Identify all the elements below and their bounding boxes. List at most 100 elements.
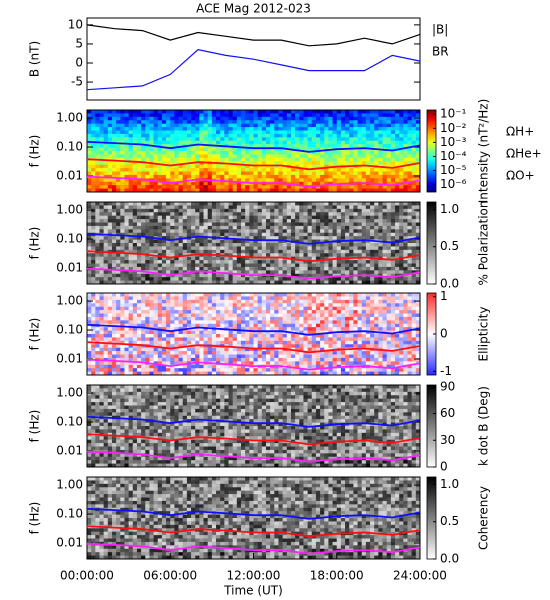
spectrogram-cell (241, 116, 246, 121)
spectrogram-cell (315, 219, 321, 223)
spectrogram-cell (141, 299, 146, 304)
spectrogram-cell (153, 263, 159, 268)
spectrogram-cell (261, 130, 267, 135)
spectrogram-cell (328, 137, 333, 142)
spectrogram-cell (261, 151, 267, 155)
spectrogram-cell (374, 260, 379, 264)
spectrogram-cell (99, 185, 105, 189)
spectrogram-cell (182, 154, 188, 159)
spectrogram-cell (182, 171, 188, 176)
spectrogram-cell (253, 154, 259, 159)
spectrogram-cell (265, 151, 271, 155)
spectrogram-cell (307, 116, 313, 121)
spectrogram-cell (149, 263, 154, 268)
spectrogram-cell (136, 256, 142, 261)
spectrogram-cell (361, 174, 367, 179)
spectrogram-cell (257, 344, 263, 349)
spectrogram-cell (145, 188, 150, 193)
spectrogram-cell (395, 266, 400, 271)
spectrogram-cell (295, 123, 300, 128)
spectrogram-cell (174, 151, 179, 155)
spectrogram-cell (236, 361, 242, 366)
spectrogram-cell (395, 120, 400, 125)
spectrogram-cell (307, 133, 313, 138)
spectrogram-cell (120, 123, 125, 128)
spectrogram-cell (91, 246, 96, 251)
spectrogram-cell (257, 110, 263, 114)
spectrogram-cell (345, 222, 350, 227)
spectrogram-cell (99, 215, 105, 220)
spectrogram-cell (249, 205, 254, 210)
spectrogram-cell (203, 229, 209, 234)
spectrogram-cell (87, 361, 92, 366)
spectrogram-cell (286, 249, 292, 254)
spectrogram-cell (199, 222, 204, 227)
spectrogram-cell (270, 110, 275, 114)
spectrogram-cell (153, 171, 159, 176)
spectrogram-cell (191, 249, 196, 254)
spectrogram-cell (265, 120, 271, 125)
spectrogram-cell (128, 168, 134, 172)
spectrogram-cell (199, 243, 204, 247)
spectrogram-cell (153, 202, 159, 206)
spectrogram-cell (245, 334, 250, 338)
spectrogram-cell (161, 127, 167, 131)
spectrogram-cell (245, 205, 250, 210)
spectrogram-cell (265, 185, 271, 189)
spectrogram-cell (245, 337, 250, 342)
spectrogram-cell (307, 120, 313, 125)
spectrogram-cell (136, 351, 142, 355)
spectrogram-cell (336, 212, 342, 217)
spectrogram-cell (87, 154, 92, 159)
spectrogram-cell (265, 212, 271, 217)
spectrogram-cell (395, 219, 400, 223)
spectrogram-cell (320, 164, 325, 169)
spectrogram-cell (282, 208, 288, 213)
spectrogram-cell (365, 161, 371, 166)
spectrogram-cell (382, 157, 388, 162)
spectrogram-cell (411, 266, 417, 271)
spectrogram-cell (103, 371, 109, 376)
spectrogram-cell (224, 306, 229, 311)
spectrogram-cell (257, 123, 263, 128)
spectrogram-cell (124, 229, 130, 234)
spectrogram-cell (220, 137, 225, 142)
spectrogram-cell (411, 140, 417, 145)
spectrogram-cell (161, 249, 167, 254)
spectrogram-cell (407, 133, 413, 138)
spectrogram-cell (124, 280, 130, 285)
spectrogram-cell (265, 123, 271, 128)
spectrogram-cell (224, 130, 229, 135)
spectrogram-cell (166, 164, 171, 169)
spectrogram-cell (103, 351, 109, 355)
spectrogram-cell (128, 316, 134, 321)
spectrogram-cell (357, 130, 363, 135)
spectrogram-cell (161, 243, 167, 247)
spectrogram-cell (157, 323, 163, 328)
spectrogram-cell (411, 239, 417, 244)
spectrogram-cell (345, 161, 350, 166)
spectrogram-cell (320, 140, 325, 145)
spectrogram-cell (353, 219, 358, 223)
spectrogram-cell (145, 130, 150, 135)
spectrogram-cell (166, 334, 171, 338)
spectrogram-cell (299, 168, 304, 172)
spectrogram-cell (407, 161, 413, 166)
spectrogram-cell (99, 334, 105, 338)
spectrogram-cell (211, 140, 217, 145)
spectrogram-cell (99, 344, 105, 349)
spectrogram-cell (182, 246, 188, 251)
spectrogram-cell (253, 296, 259, 301)
spectrogram-cell (174, 347, 179, 352)
spectrogram-cell (265, 137, 271, 142)
spectrogram-cell (295, 113, 300, 118)
spectrogram-cell (124, 357, 130, 362)
spectrogram-cell (365, 140, 371, 145)
spectrogram-cell (340, 236, 346, 240)
spectrogram-cell (320, 188, 325, 193)
spectrogram-cell (415, 212, 421, 217)
spectrogram-cell (265, 174, 271, 179)
spectrogram-cell (128, 130, 134, 135)
spectrogram-cell (178, 361, 184, 366)
spectrogram-cell (374, 161, 379, 166)
